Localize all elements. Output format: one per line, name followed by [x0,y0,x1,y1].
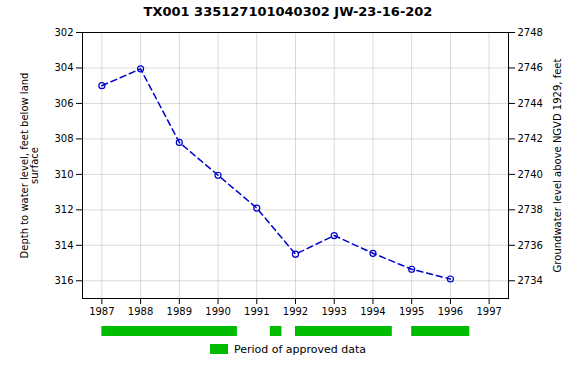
svg-text:2740: 2740 [518,169,543,180]
svg-text:2746: 2746 [518,62,543,73]
svg-text:312: 312 [54,204,73,215]
svg-text:1987: 1987 [89,306,114,317]
svg-text:2734: 2734 [518,275,543,286]
svg-text:1990: 1990 [205,306,230,317]
svg-text:2738: 2738 [518,204,543,215]
svg-text:1988: 1988 [128,306,153,317]
svg-text:1994: 1994 [360,306,385,317]
svg-text:302: 302 [54,27,73,38]
svg-text:1997: 1997 [476,306,501,317]
svg-text:1992: 1992 [283,306,308,317]
svg-text:2744: 2744 [518,98,543,109]
svg-text:1991: 1991 [244,306,269,317]
svg-text:310: 310 [54,169,73,180]
svg-text:304: 304 [54,62,73,73]
svg-text:1989: 1989 [167,306,192,317]
svg-text:2736: 2736 [518,240,543,251]
svg-text:2748: 2748 [518,27,543,38]
svg-text:Depth to water level, feet bel: Depth to water level, feet below landsur… [19,73,40,259]
svg-text:308: 308 [54,133,73,144]
html-text:Period of approved data: Period of approved data [233,342,367,356]
svg-text:316: 316 [54,275,73,286]
svg-text:314: 314 [54,240,73,251]
svg-text:1995: 1995 [399,306,424,317]
svg-text:1996: 1996 [438,306,463,317]
html-text:TX001 335127101040302 JW-23-16: TX001 335127101040302 JW-23-16-202 [143,4,433,19]
svg-text:1993: 1993 [322,306,347,317]
svg-text:2742: 2742 [518,133,543,144]
svg-text:Groundwater level above NGVD 1: Groundwater level above NGVD 1929, feet [552,59,563,273]
svg-text:306: 306 [54,98,73,109]
